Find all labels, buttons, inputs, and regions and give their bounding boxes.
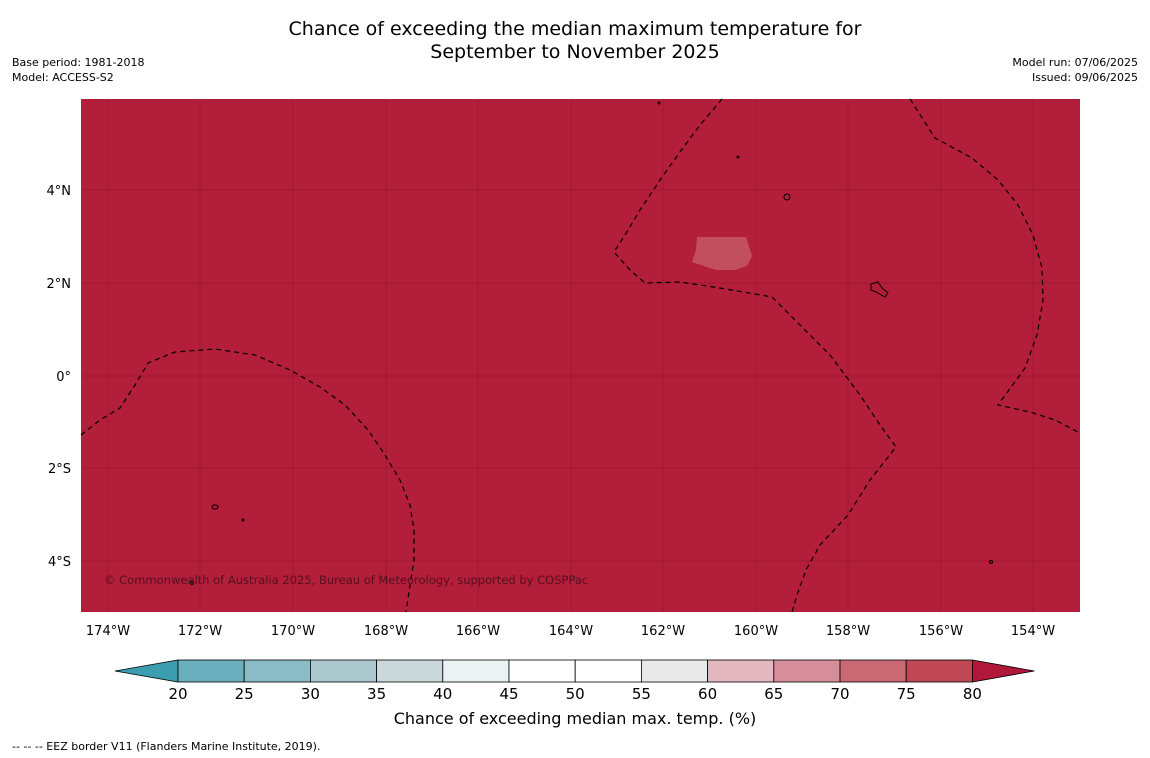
- colorbar-bin: [641, 659, 709, 683]
- colorbar-bin: [309, 659, 377, 683]
- colorbar-bin: [376, 659, 444, 683]
- meta-right: Model run: 07/06/2025 Issued: 09/06/2025: [1012, 55, 1138, 85]
- lat-ticks: 4°N 2°N 0° 2°S 4°S: [47, 184, 72, 570]
- copyright-notice: © Commonwealth of Australia 2025, Bureau…: [104, 573, 588, 587]
- lon-tick-label: 174°W: [86, 624, 130, 639]
- islands: [190, 101, 993, 585]
- island-outline: [211, 504, 219, 510]
- colorbar-bin: [707, 659, 775, 683]
- issued-date: Issued: 09/06/2025: [1031, 71, 1138, 84]
- colorbar-tick-label: 20: [168, 685, 187, 703]
- lon-tick-label: 160°W: [734, 624, 778, 639]
- lon-tick-label: 170°W: [271, 624, 315, 639]
- meta-left: Base period: 1981-2018 Model: ACCESS-S2: [12, 55, 144, 85]
- map-title: Chance of exceeding the median maximum t…: [0, 18, 1150, 64]
- model-run: Model run: 07/06/2025: [1012, 56, 1138, 69]
- lon-tick-label: 164°W: [549, 624, 593, 639]
- model-name: Model: ACCESS-S2: [12, 71, 114, 84]
- island-outline: [870, 281, 889, 298]
- colorbar-bin: [574, 659, 642, 683]
- island-outline: [241, 518, 245, 522]
- eez-border-east: [909, 98, 1079, 433]
- colorbar-bin: [442, 659, 510, 683]
- colorbar-bin: [508, 659, 576, 683]
- eez-border-west: [80, 348, 415, 613]
- colorbar-bin: [905, 659, 973, 683]
- lon-ticks: 174°W 172°W 170°W 168°W 166°W 164°W 162°…: [86, 624, 1055, 639]
- colorbar-tick-label: 45: [499, 685, 518, 703]
- eez-legend-note: -- -- -- EEZ border V11 (Flanders Marine…: [12, 740, 321, 753]
- colorbar-bin: [177, 659, 245, 683]
- colorbar-tick-label: 60: [698, 685, 717, 703]
- eez-borders: [80, 98, 1079, 613]
- colorbar-tick-label: 65: [764, 685, 783, 703]
- lat-tick-label: 4°S: [48, 555, 71, 570]
- colorbar-tick-label: 80: [963, 685, 982, 703]
- lat-tick-label: 2°S: [48, 462, 71, 477]
- lon-tick-label: 158°W: [826, 624, 870, 639]
- colorbar-bin: [839, 659, 907, 683]
- lon-tick-label: 162°W: [641, 624, 685, 639]
- colorbar: 20 25 30 35 40 45 50 55 60 65 70 75 80: [114, 659, 1035, 703]
- lon-tick-label: 154°W: [1011, 624, 1055, 639]
- island-outline: [989, 560, 993, 564]
- lon-tick-label: 156°W: [919, 624, 963, 639]
- title-line-2: September to November 2025: [430, 41, 720, 63]
- island-outline: [783, 193, 791, 201]
- colorbar-extend-high: [972, 659, 1035, 683]
- probability-patch-75: [692, 237, 752, 270]
- lat-tick-label: 2°N: [47, 277, 72, 292]
- map-panel: [81, 99, 1080, 612]
- colorbar-tick-label: 55: [632, 685, 651, 703]
- colorbar-bin: [773, 659, 841, 683]
- lat-tick-label: 4°N: [47, 184, 72, 199]
- lat-tick-label: 0°: [56, 370, 71, 385]
- island-outline: [190, 581, 194, 585]
- colorbar-tick-label: 70: [830, 685, 849, 703]
- colorbar-tick-label: 50: [566, 685, 585, 703]
- colorbar-tick-label: 35: [367, 685, 386, 703]
- colorbar-tick-label: 75: [897, 685, 916, 703]
- title-line-1: Chance of exceeding the median maximum t…: [288, 18, 862, 40]
- lon-tick-label: 166°W: [456, 624, 500, 639]
- colorbar-label: Chance of exceeding median max. temp. (%…: [393, 709, 757, 728]
- colorbar-tick-label: 25: [235, 685, 254, 703]
- island-outline: [657, 101, 661, 105]
- colorbar-tick-label: 30: [301, 685, 320, 703]
- colorbar-extend-low: [114, 659, 179, 683]
- colorbar-bin: [243, 659, 311, 683]
- lon-tick-label: 172°W: [178, 624, 222, 639]
- island-outline: [736, 155, 740, 159]
- colorbar-tick-label: 40: [433, 685, 452, 703]
- base-period: Base period: 1981-2018: [12, 56, 145, 69]
- graticule: [81, 99, 1080, 612]
- lon-tick-label: 168°W: [364, 624, 408, 639]
- eez-border-central: [613, 98, 897, 613]
